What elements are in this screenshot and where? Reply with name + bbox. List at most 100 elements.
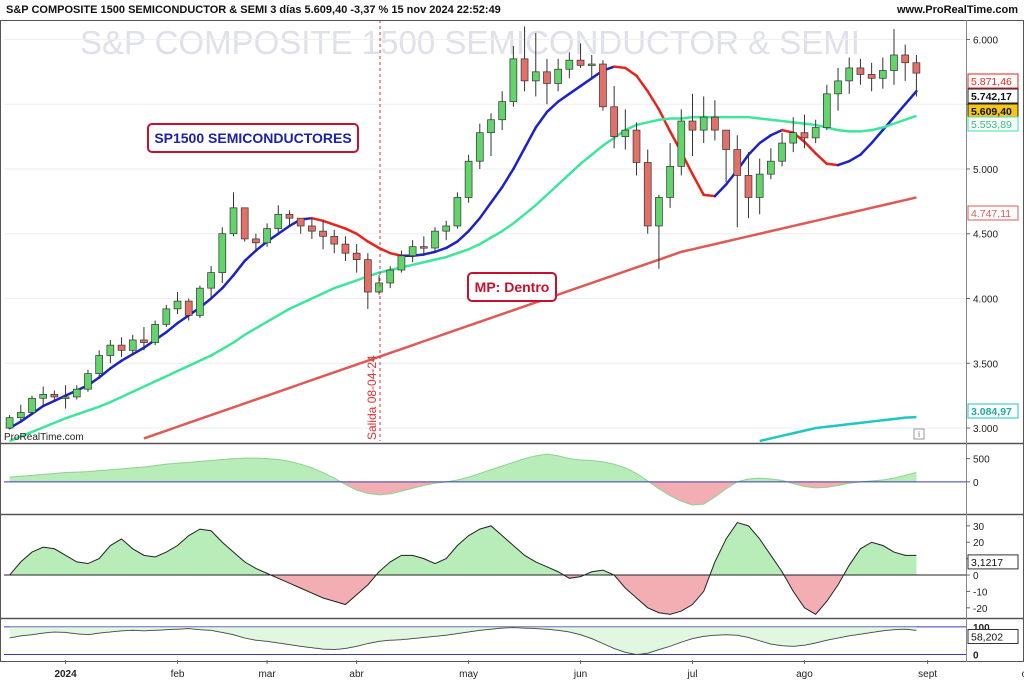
ma-fast-segment-73	[814, 152, 829, 166]
x-tick-label-2: mar	[258, 669, 276, 680]
candle-79	[890, 29, 898, 85]
osc-o2-negative	[9, 575, 917, 615]
ma-fast-segment-28	[310, 216, 325, 223]
candle-34	[386, 266, 395, 289]
candle-15	[173, 292, 182, 315]
candle-77	[867, 62, 876, 92]
candle-8	[95, 350, 103, 377]
candle-body-42	[475, 132, 484, 162]
ma-fast-segment-49	[545, 100, 560, 114]
ma-fast-segment-78	[870, 128, 885, 145]
candle-body-34	[386, 269, 395, 284]
candle-body-72	[811, 127, 820, 139]
candle-43	[487, 113, 495, 157]
candle-55	[621, 109, 630, 150]
price-label-3: 5.553,89	[971, 119, 1012, 131]
candle-body-38	[431, 230, 439, 249]
osc-o2-positive	[9, 522, 917, 576]
candle-body-11	[128, 339, 137, 351]
candle-body-35	[397, 255, 406, 271]
ma-fast-segment-40	[444, 240, 459, 250]
ma-fast-segment-77	[859, 141, 873, 156]
ma-fast-segment-42	[467, 216, 482, 233]
candle-body-25	[285, 213, 294, 219]
candle-38	[431, 227, 439, 252]
chart-title: S&P COMPOSITE 1500 SEMICONDUCTOR & SEMI …	[6, 4, 501, 16]
osc-o1-negative	[9, 481, 917, 506]
candle-body-20	[229, 207, 238, 235]
ma-fast-segment-22	[243, 249, 258, 263]
site-name: www.ProRealTime.com	[896, 4, 1018, 16]
annotation-semiconductores: SP1500 SEMICONDUCTORES	[147, 123, 359, 153]
candle-13	[151, 320, 159, 346]
candle-body-64	[722, 129, 730, 150]
candle-body-23	[263, 228, 271, 244]
candle-body-75	[845, 67, 854, 82]
ma-fast-segment-72	[803, 140, 817, 155]
candle-20	[229, 192, 238, 237]
ma-fast-segment-47	[523, 126, 538, 150]
candle-body-73	[823, 93, 831, 128]
info-icon[interactable]	[913, 428, 925, 440]
candle-body-22	[252, 238, 260, 244]
candle-9	[106, 339, 115, 364]
ma-long	[759, 415, 917, 443]
x-tick-label-4: may	[459, 669, 478, 680]
candle-body-31	[352, 252, 361, 260]
candle-body-33	[375, 282, 383, 293]
candle-body-76	[856, 67, 865, 75]
candle-body-77	[867, 74, 876, 79]
candle-11	[128, 334, 137, 356]
candle-body-4	[50, 394, 59, 398]
candle-66	[744, 152, 753, 219]
candle-73	[823, 84, 831, 131]
candle-body-45	[509, 58, 518, 102]
ma-fast-segment-52	[579, 77, 593, 88]
candle-18	[207, 266, 215, 299]
candle-75	[845, 57, 854, 94]
candle-body-78	[878, 70, 887, 79]
candle-59	[666, 143, 674, 208]
price-label-5: 3.084,97	[971, 406, 1012, 418]
last-value-osc2: 3,1217	[971, 557, 1003, 569]
candle-body-28	[319, 230, 327, 237]
candle-body-65	[733, 149, 742, 176]
ma-fast-segment-11	[120, 352, 134, 362]
candle-body-56	[632, 129, 641, 163]
price-tick-label-6: 6.000	[973, 35, 998, 46]
last-value-box-osc2	[967, 554, 1019, 570]
candle-body-7	[84, 373, 92, 390]
candle-body-39	[442, 225, 451, 232]
ma-fast-segment-25	[277, 224, 291, 235]
candle-body-71	[800, 132, 809, 139]
price-label-4: 4.747,11	[971, 208, 1011, 220]
candle-61	[688, 93, 697, 157]
ma-fast-segment-4	[41, 399, 56, 408]
ma-fast-segment-33	[366, 240, 381, 250]
ma-fast-segment-59	[657, 108, 672, 133]
ma-fast-segment-12	[131, 346, 146, 356]
candle-body-8	[95, 355, 103, 374]
price-label-box-4	[967, 205, 1019, 221]
candle-36	[408, 240, 417, 263]
candle-body-57	[643, 162, 652, 227]
candle-body-60	[677, 120, 686, 167]
candle-80	[901, 44, 910, 81]
candle-56	[632, 122, 641, 176]
annotation-semiconductores-text: SP1500 SEMICONDUCTORES	[154, 130, 351, 146]
candle-body-6	[72, 388, 81, 398]
candle-body-24	[274, 213, 283, 229]
candle-body-0	[5, 417, 14, 429]
candle-28	[319, 220, 327, 250]
candle-26	[296, 217, 305, 234]
candle-body-13	[151, 324, 159, 343]
osc-o1-positive	[9, 453, 917, 482]
candle-2	[28, 395, 36, 416]
candle-16	[184, 298, 193, 321]
candle-body-36	[408, 246, 417, 257]
ma-fast-segment-50	[556, 92, 571, 103]
ma-fast-segment-15	[165, 321, 179, 334]
price-label-box-5	[967, 403, 1019, 419]
candle-body-16	[184, 300, 193, 316]
ma-fast-segment-68	[758, 134, 773, 145]
